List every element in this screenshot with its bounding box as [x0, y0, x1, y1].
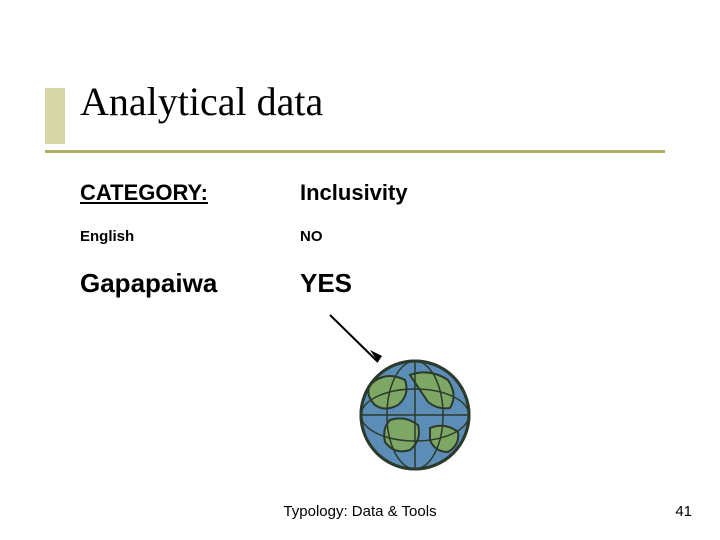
footer-text: Typology: Data & Tools	[0, 503, 720, 520]
row-label: Gapapaiwa	[80, 268, 217, 298]
table-row: Gapapaiwa YES	[80, 268, 640, 299]
globe-icon	[350, 350, 480, 480]
data-table: CATEGORY: Inclusivity English NO Gapapai…	[80, 180, 640, 299]
title-underline	[45, 150, 665, 153]
table-row: English NO	[80, 228, 640, 246]
row-value: NO	[300, 228, 323, 245]
row-label: English	[80, 228, 134, 245]
page-number: 41	[675, 503, 692, 520]
header-value: Inclusivity	[300, 180, 408, 205]
row-value: YES	[300, 268, 352, 298]
table-header-row: CATEGORY: Inclusivity	[80, 180, 640, 206]
title-accent-block	[45, 88, 65, 144]
header-label: CATEGORY:	[80, 180, 208, 205]
slide-title: Analytical data	[80, 78, 323, 125]
